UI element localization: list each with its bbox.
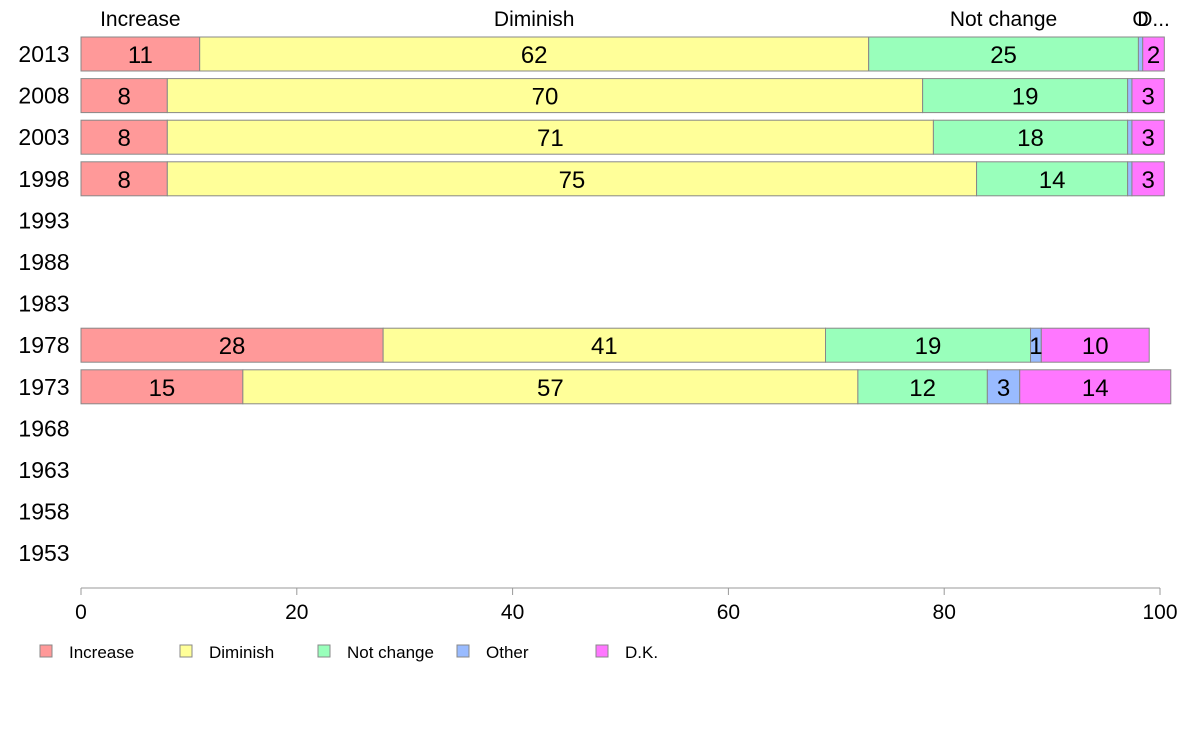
top-label-other: O — [1132, 8, 1148, 31]
top-label-d-k-: D... — [1137, 8, 1170, 31]
bar-2013-increase — [80, 36, 201, 72]
y-tick-label-1973: 1973 — [18, 374, 69, 400]
bar-1978-diminish — [382, 327, 827, 363]
top-label-diminish: Diminish — [494, 8, 575, 31]
data-label-1973-d-k-: 14 — [1082, 375, 1109, 402]
x-tick-label-20: 20 — [285, 601, 308, 624]
bar-1998-d-k- — [1131, 161, 1165, 197]
bar-1998-other — [1127, 161, 1133, 197]
bar-2003-diminish — [166, 119, 934, 155]
data-label-1978-other: 1 — [1029, 333, 1042, 360]
data-label-1973-diminish: 57 — [537, 375, 564, 402]
legend-label-diminish: Diminish — [209, 643, 274, 662]
data-label-1998-not-change: 14 — [1039, 167, 1066, 194]
x-tick-label-80: 80 — [933, 601, 956, 624]
bar-2013-other — [1137, 36, 1144, 72]
bar-1973-increase — [80, 369, 244, 405]
x-tick-label-60: 60 — [717, 601, 740, 624]
bar-2008-increase — [80, 78, 168, 114]
bar-2008-other — [1127, 78, 1133, 114]
y-tick-label-1963: 1963 — [18, 457, 69, 483]
y-tick-label-1998: 1998 — [18, 166, 69, 192]
data-label-1978-diminish: 41 — [591, 333, 618, 360]
bar-1998-diminish — [166, 161, 978, 197]
data-label-2013-not-change: 25 — [990, 42, 1017, 69]
legend-swatch-increase — [39, 644, 53, 658]
bar-2003-d-k- — [1131, 119, 1165, 155]
x-tick-label-40: 40 — [501, 601, 524, 624]
data-label-1978-increase: 28 — [219, 333, 246, 360]
y-tick-label-2003: 2003 — [18, 124, 69, 150]
data-label-2008-increase: 8 — [117, 84, 130, 111]
y-tick-label-1983: 1983 — [18, 291, 69, 317]
data-label-1973-other: 3 — [997, 375, 1010, 402]
bar-1978-not-change — [825, 327, 1032, 363]
bar-1973-other — [986, 369, 1021, 405]
legend-label-d-k-: D.K. — [625, 643, 658, 662]
bar-1998-increase — [80, 161, 168, 197]
data-label-2013-d-k-: 2 — [1147, 42, 1160, 69]
data-label-1973-increase: 15 — [149, 375, 176, 402]
bar-2008-d-k- — [1131, 78, 1165, 114]
y-tick-label-2008: 2008 — [18, 83, 69, 109]
data-label-1978-d-k-: 10 — [1082, 333, 1109, 360]
bar-1998-not-change — [976, 161, 1129, 197]
legend-swatch-not-change — [317, 644, 331, 658]
y-tick-label-1993: 1993 — [18, 207, 69, 233]
legend-swatch-other — [456, 644, 470, 658]
legend-swatch-diminish — [179, 644, 193, 658]
bar-2008-not-change — [922, 78, 1129, 114]
x-tick-label-0: 0 — [75, 601, 87, 624]
bar-2003-other — [1127, 119, 1133, 155]
data-label-2013-increase: 11 — [128, 42, 153, 69]
y-tick-label-1953: 1953 — [18, 540, 69, 566]
data-label-2003-increase: 8 — [117, 125, 130, 152]
bar-2013-diminish — [199, 36, 870, 72]
legend-swatch-d-k- — [595, 644, 609, 658]
bar-2003-increase — [80, 119, 168, 155]
bar-1978-increase — [80, 327, 384, 363]
data-label-2008-not-change: 19 — [1012, 84, 1039, 111]
y-tick-label-2013: 2013 — [18, 41, 69, 67]
y-tick-label-1988: 1988 — [18, 249, 69, 275]
data-label-2008-diminish: 70 — [532, 84, 559, 111]
data-label-2008-d-k-: 3 — [1141, 84, 1154, 111]
bar-2013-not-change — [868, 36, 1139, 72]
data-label-1998-increase: 8 — [117, 167, 130, 194]
y-tick-label-1958: 1958 — [18, 499, 69, 525]
bar-2003-not-change — [932, 119, 1129, 155]
data-label-1978-not-change: 19 — [915, 333, 942, 360]
x-tick-label-100: 100 — [1142, 601, 1177, 624]
x-axis: 0 20 40 60 80 100 — [75, 587, 1178, 624]
top-label-increase: Increase — [100, 8, 181, 31]
top-label-not-change: Not change — [950, 8, 1057, 31]
legend-label-increase: Increase — [69, 643, 134, 662]
data-label-1998-d-k-: 3 — [1141, 167, 1154, 194]
bar-2008-diminish — [166, 78, 924, 114]
data-label-2003-d-k-: 3 — [1141, 125, 1154, 152]
y-tick-label-1978: 1978 — [18, 332, 69, 358]
legend: Increase Diminish Not change Other D.K. — [39, 643, 658, 662]
bar-1973-diminish — [242, 369, 859, 405]
legend-label-not-change: Not change — [347, 643, 434, 662]
bar-1973-d-k- — [1019, 369, 1172, 405]
y-axis-labels: 2013 2008 2003 1998 1993 1988 1983 1978 1973 1968… — [18, 41, 69, 566]
bar-1973-not-change — [857, 369, 988, 405]
bar-1978-d-k- — [1040, 327, 1150, 363]
y-tick-label-1968: 1968 — [18, 415, 69, 441]
data-label-2003-not-change: 18 — [1017, 125, 1044, 152]
legend-label-other: Other — [486, 643, 529, 662]
data-label-2003-diminish: 71 — [537, 125, 564, 152]
bar-2013-d-k- — [1142, 36, 1165, 72]
top-series-labels: Increase Diminish Not change OD... — [100, 8, 1170, 31]
data-label-1998-diminish: 75 — [559, 167, 586, 194]
data-label-1973-not-change: 12 — [909, 375, 936, 402]
data-label-2013-diminish: 62 — [521, 42, 548, 69]
bars — [80, 36, 1172, 405]
